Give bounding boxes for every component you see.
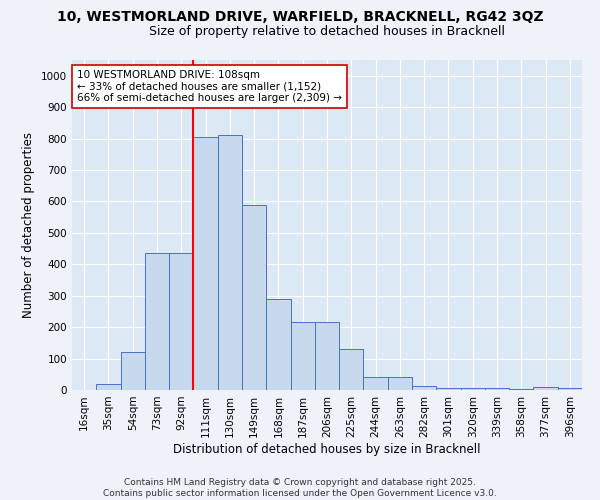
Bar xyxy=(266,299,290,390)
Bar xyxy=(485,388,509,390)
Bar xyxy=(193,137,218,390)
Bar xyxy=(290,322,315,390)
Bar xyxy=(558,388,582,390)
X-axis label: Distribution of detached houses by size in Bracknell: Distribution of detached houses by size … xyxy=(173,442,481,456)
Bar xyxy=(436,388,461,390)
Y-axis label: Number of detached properties: Number of detached properties xyxy=(22,132,35,318)
Bar xyxy=(145,254,169,390)
Bar xyxy=(461,388,485,390)
Bar xyxy=(218,136,242,390)
Text: 10, WESTMORLAND DRIVE, WARFIELD, BRACKNELL, RG42 3QZ: 10, WESTMORLAND DRIVE, WARFIELD, BRACKNE… xyxy=(56,10,544,24)
Title: Size of property relative to detached houses in Bracknell: Size of property relative to detached ho… xyxy=(149,25,505,38)
Bar xyxy=(315,322,339,390)
Bar xyxy=(533,388,558,390)
Text: 10 WESTMORLAND DRIVE: 108sqm
← 33% of detached houses are smaller (1,152)
66% of: 10 WESTMORLAND DRIVE: 108sqm ← 33% of de… xyxy=(77,70,342,103)
Bar xyxy=(242,204,266,390)
Text: Contains HM Land Registry data © Crown copyright and database right 2025.
Contai: Contains HM Land Registry data © Crown c… xyxy=(103,478,497,498)
Bar xyxy=(339,349,364,390)
Bar xyxy=(96,384,121,390)
Bar xyxy=(412,386,436,390)
Bar xyxy=(509,389,533,390)
Bar xyxy=(388,377,412,390)
Bar xyxy=(364,377,388,390)
Bar xyxy=(169,254,193,390)
Bar xyxy=(121,352,145,390)
